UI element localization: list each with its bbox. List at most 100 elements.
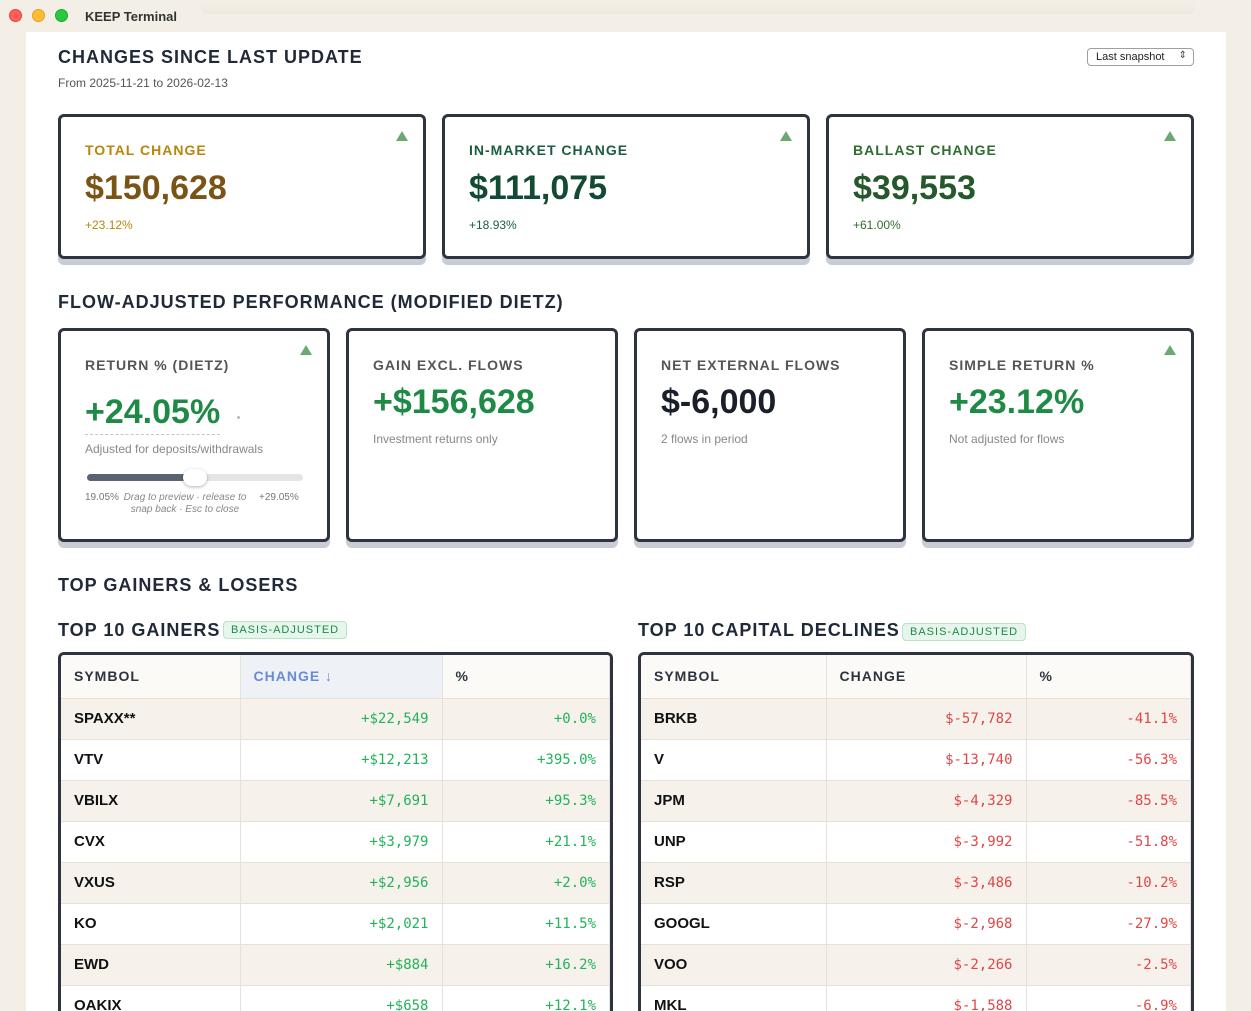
change-cell: +$12,213 [240, 739, 443, 781]
symbol-cell: CVX [61, 821, 241, 863]
close-window-button[interactable] [9, 9, 22, 22]
table-row[interactable]: KO +$2,021 +11.5% [61, 903, 610, 945]
pct-cell: +395.0% [442, 739, 610, 781]
gain-excl-flows-label: GAIN EXCL. FLOWS [373, 357, 524, 373]
table-row[interactable]: BRKB $-57,782 -41.1% [641, 698, 1191, 740]
pct-cell: -2.5% [1026, 944, 1191, 986]
symbol-cell: GOOGL [641, 903, 827, 945]
change-cell: +$658 [240, 985, 443, 1011]
minimize-window-button[interactable] [32, 9, 45, 22]
column-header-symbol[interactable]: SYMBOL [61, 655, 241, 699]
change-cell: +$7,691 [240, 780, 443, 822]
table-row[interactable]: CVX +$3,979 +21.1% [61, 821, 610, 863]
slider-max-label: +29.05% [259, 492, 299, 503]
symbol-cell: VOO [641, 944, 827, 986]
in-market-change-pct: +18.93% [469, 218, 517, 232]
pct-cell: +95.3% [442, 780, 610, 822]
up-triangle-icon [396, 131, 408, 141]
table-row[interactable]: V $-13,740 -56.3% [641, 739, 1191, 781]
table-row[interactable]: JPM $-4,329 -85.5% [641, 780, 1191, 822]
symbol-cell: VBILX [61, 780, 241, 822]
simple-return-sub: Not adjusted for flows [949, 432, 1065, 446]
gainers-title: TOP 10 GAINERS [58, 620, 221, 640]
pct-cell: -85.5% [1026, 780, 1191, 822]
pct-cell: -56.3% [1026, 739, 1191, 781]
gain-excl-flows-value: +$156,628 [373, 383, 535, 421]
simple-return-label: SIMPLE RETURN % [949, 357, 1095, 373]
change-cell: +$2,956 [240, 862, 443, 904]
titlebar-shade [200, 2, 1195, 14]
symbol-cell: BRKB [641, 698, 827, 740]
declines-title: TOP 10 CAPITAL DECLINES [638, 620, 900, 640]
symbol-cell: JPM [641, 780, 827, 822]
title-bar: KEEP Terminal [0, 0, 1251, 32]
declines-table: SYMBOL CHANGE % BRKB $-57,782 -41.1% V $-13,… [638, 652, 1194, 1011]
pct-cell: +2.0% [442, 862, 610, 904]
table-row[interactable]: VOO $-2,266 -2.5% [641, 944, 1191, 986]
column-header-pct[interactable]: % [1026, 655, 1191, 699]
net-external-flows-card: NET EXTERNAL FLOWS $-6,000 2 flows in pe… [634, 328, 906, 542]
table-row[interactable]: GOOGL $-2,968 -27.9% [641, 903, 1191, 945]
symbol-cell: RSP [641, 862, 827, 904]
page-title: CHANGES SINCE LAST UPDATE [58, 47, 363, 67]
table-row[interactable]: VBILX +$7,691 +95.3% [61, 780, 610, 822]
dietz-return-card[interactable]: RETURN % (DIETZ) +24.05% Adjusted for de… [58, 328, 330, 542]
dietz-return-value: +24.05% [85, 393, 221, 435]
declines-badge: BASIS-ADJUSTED [902, 623, 1027, 641]
pct-cell: +21.1% [442, 821, 610, 863]
in-market-change-label: IN-MARKET CHANGE [469, 142, 629, 158]
chevron-up-down-icon: ⇕ [1178, 50, 1187, 61]
simple-return-card: SIMPLE RETURN % +23.12% Not adjusted for… [922, 328, 1194, 542]
symbol-cell: UNP [641, 821, 827, 863]
gain-excl-flows-sub: Investment returns only [373, 432, 498, 446]
pct-cell: +16.2% [442, 944, 610, 986]
dietz-return-sub: Adjusted for deposits/withdrawals [85, 442, 264, 456]
ballast-change-value: $39,553 [853, 169, 976, 207]
symbol-cell: SPAXX** [61, 698, 241, 740]
total-change-pct: +23.12% [85, 218, 133, 232]
change-cell: $-13,740 [826, 739, 1027, 781]
pct-cell: -51.8% [1026, 821, 1191, 863]
ballast-change-pct: +61.00% [853, 218, 901, 232]
symbol-cell: KO [61, 903, 241, 945]
table-row[interactable]: OAKIX +$658 +12.1% [61, 985, 610, 1011]
gainers-badge: BASIS-ADJUSTED [223, 621, 348, 639]
table-row[interactable]: SPAXX** +$22,549 +0.0% [61, 698, 610, 740]
snapshot-select[interactable]: Last snapshot ⇕ [1087, 48, 1194, 66]
up-triangle-icon [780, 131, 792, 141]
change-cell: $-2,266 [826, 944, 1027, 986]
column-header-change[interactable]: CHANGE ↓ [240, 655, 443, 699]
pct-cell: -27.9% [1026, 903, 1191, 945]
change-cell: +$22,549 [240, 698, 443, 740]
column-header-pct[interactable]: % [442, 655, 610, 699]
gain-excl-flows-card: GAIN EXCL. FLOWS +$156,628 Investment re… [346, 328, 618, 542]
symbol-cell: MKL [641, 985, 827, 1011]
symbol-cell: VXUS [61, 862, 241, 904]
change-cell: +$3,979 [240, 821, 443, 863]
table-row[interactable]: UNP $-3,992 -51.8% [641, 821, 1191, 863]
zoom-window-button[interactable] [55, 9, 68, 22]
up-triangle-icon [1164, 345, 1176, 355]
column-header-change[interactable]: CHANGE [826, 655, 1027, 699]
ballast-change-card: BALLAST CHANGE $39,553 +61.00% [826, 114, 1194, 259]
slider-fill [87, 474, 195, 481]
table-row[interactable]: RSP $-3,486 -10.2% [641, 862, 1191, 904]
return-preview-slider[interactable] [87, 469, 303, 486]
pct-cell: -6.9% [1026, 985, 1191, 1011]
indicator-dot [237, 416, 240, 419]
change-cell: $-1,588 [826, 985, 1027, 1011]
change-cell: +$884 [240, 944, 443, 986]
table-row[interactable]: VXUS +$2,956 +2.0% [61, 862, 610, 904]
symbol-cell: V [641, 739, 827, 781]
table-row[interactable]: EWD +$884 +16.2% [61, 944, 610, 986]
slider-handle[interactable] [183, 469, 207, 486]
total-change-card: TOTAL CHANGE $150,628 +23.12% [58, 114, 426, 259]
performance-title: FLOW-ADJUSTED PERFORMANCE (MODIFIED DIET… [58, 292, 564, 312]
net-external-flows-label: NET EXTERNAL FLOWS [661, 357, 841, 373]
table-row[interactable]: MKL $-1,588 -6.9% [641, 985, 1191, 1011]
symbol-cell: OAKIX [61, 985, 241, 1011]
pct-cell: -10.2% [1026, 862, 1191, 904]
column-header-symbol[interactable]: SYMBOL [641, 655, 827, 699]
table-row[interactable]: VTV +$12,213 +395.0% [61, 739, 610, 781]
snapshot-select-value: Last snapshot [1096, 51, 1165, 63]
